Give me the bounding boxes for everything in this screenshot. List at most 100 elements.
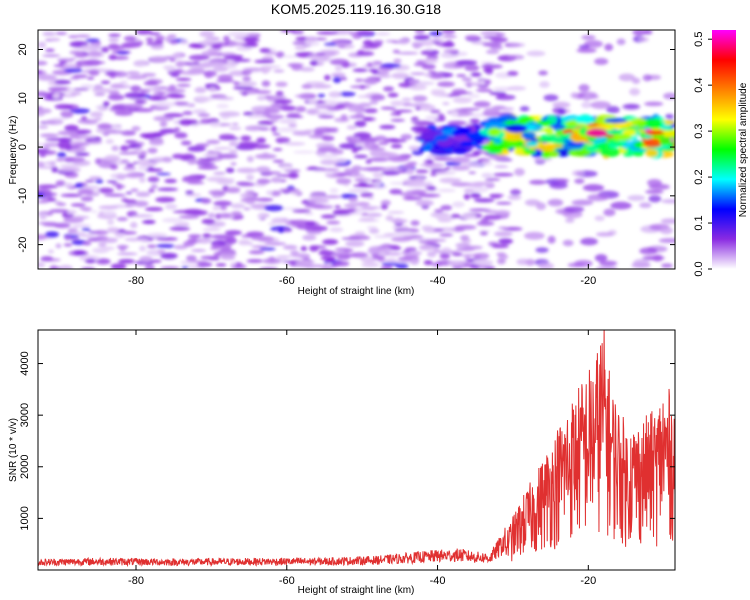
spectrogram-cell: [178, 215, 200, 219]
spectrogram-cell: [108, 33, 121, 37]
spectrogram-cell: [47, 197, 57, 202]
spectrogram-cell: [627, 195, 646, 202]
spectrogram-cell: [133, 200, 149, 207]
spectrogram-cell: [74, 183, 84, 189]
spectrogram-cell: [231, 122, 239, 126]
spectrogram-cell: [461, 213, 478, 220]
spectrogram-cell: [229, 126, 242, 130]
spectrogram-cell: [48, 266, 62, 269]
spectrogram-cell: [53, 222, 71, 229]
spectrogram-cell: [265, 114, 285, 119]
spectrogram-cell: [273, 99, 293, 104]
spectrogram-cell: [147, 147, 158, 154]
spectrogram-cell: [219, 212, 232, 219]
spectrogram-cell: [164, 65, 176, 72]
y-tick-label: 2000: [19, 455, 31, 479]
spectrogram-cell: [196, 237, 212, 244]
spectrogram-cell: [451, 165, 470, 171]
spectrogram-cell: [501, 107, 515, 111]
spectrogram-cell: [79, 44, 101, 52]
spectrogram-cell: [174, 132, 188, 139]
colorbar-tick-label: 0.5: [693, 32, 705, 47]
spectrogram-cell: [156, 172, 171, 176]
spectrogram-cell: [170, 53, 183, 59]
spectrogram-cell: [68, 35, 79, 39]
spectrogram-cell: [56, 202, 67, 206]
spectrogram-cell: [213, 200, 233, 207]
spectrogram-cells: [38, 30, 675, 269]
spectrogram-cell: [430, 168, 449, 172]
spectrogram-cell: [395, 263, 409, 269]
spectrogram-cell: [54, 104, 74, 110]
spectrogram-cell: [545, 126, 554, 135]
y-tick-label: 1000: [19, 506, 31, 530]
spectrogram-cell: [187, 234, 202, 238]
spectrogram-cell: [201, 218, 216, 225]
spectrogram-cell: [38, 213, 49, 217]
snr-x-ticks: -80 -60 -40 -20: [128, 330, 596, 587]
spectrogram-cell: [58, 167, 81, 172]
spectrogram-cell: [230, 203, 246, 209]
spectrogram-cell: [323, 195, 342, 199]
spectrogram-cell: [207, 212, 216, 218]
spectrogram-cell: [320, 51, 337, 57]
spectrogram-cell: [463, 153, 479, 158]
spectrogram-cell: [262, 258, 282, 264]
spectrogram-cell: [315, 52, 326, 57]
spectrogram-cell: [420, 50, 433, 56]
spectrogram-cell: [110, 161, 132, 165]
spectrogram-cell: [213, 172, 226, 175]
spectrogram-cell: [456, 51, 468, 56]
spectrogram-cell: [194, 86, 207, 94]
spectrogram-cell: [333, 158, 348, 164]
spectrogram-cell: [339, 76, 348, 81]
spectrogram-cell: [97, 187, 114, 194]
spectrogram-cell: [130, 221, 138, 229]
spectrogram-cell: [338, 143, 358, 149]
spectrogram-cell: [415, 169, 429, 174]
spectrogram-cell: [124, 92, 147, 99]
spectrogram-cell: [106, 180, 118, 184]
snr-y-ticks: 1000 2000 3000 4000: [19, 351, 675, 531]
spectrogram-cell: [109, 163, 118, 170]
spectrogram-cell: [279, 207, 301, 210]
spectrogram-cell: [166, 93, 182, 99]
spectrogram-cell: [380, 204, 388, 210]
spectrogram-cell: [246, 32, 259, 37]
spectrogram-cell: [645, 189, 664, 194]
spectrogram-y-ticks: -20 -10 0 10 20: [17, 43, 675, 253]
spectrogram-cell: [272, 148, 283, 151]
spectrogram-cell: [215, 263, 227, 267]
spectrogram-cell: [69, 108, 91, 114]
colorbar-gradient: [712, 30, 736, 269]
spectrogram-cell: [380, 106, 397, 110]
spectrogram-cell: [75, 60, 93, 66]
spectrogram-cell: [241, 92, 249, 96]
spectrogram-cell: [219, 244, 232, 250]
spectrogram-cell: [192, 61, 200, 65]
spectrogram-cell: [336, 103, 348, 110]
spectrogram-cell: [308, 98, 318, 104]
spectrogram-cell: [516, 258, 531, 266]
spectrogram-cell: [483, 121, 508, 129]
spectrogram-cell: [201, 50, 220, 57]
spectrogram-cell: [369, 99, 379, 105]
spectrogram-cell: [264, 51, 279, 55]
spectrogram-cell: [72, 74, 88, 79]
spectrogram-cell: [246, 259, 264, 263]
spectrogram-cell: [257, 215, 264, 219]
spectrogram-cell: [52, 93, 60, 99]
spectrogram-cell: [606, 106, 620, 114]
spectrogram-cell: [206, 176, 228, 182]
spectrogram-cell: [180, 261, 195, 264]
spectrogram-cell: [524, 231, 545, 240]
y-tick-label: -10: [17, 188, 29, 204]
spectrogram-cell: [208, 86, 217, 93]
spectrogram-cell: [350, 252, 368, 258]
spectrogram-cell: [98, 205, 119, 210]
spectrogram-cell: [257, 120, 274, 126]
spectrogram-cell: [594, 57, 609, 66]
spectrogram-cell: [100, 158, 122, 162]
spectrogram-cell: [264, 242, 287, 246]
spectrogram-cell: [373, 235, 394, 239]
